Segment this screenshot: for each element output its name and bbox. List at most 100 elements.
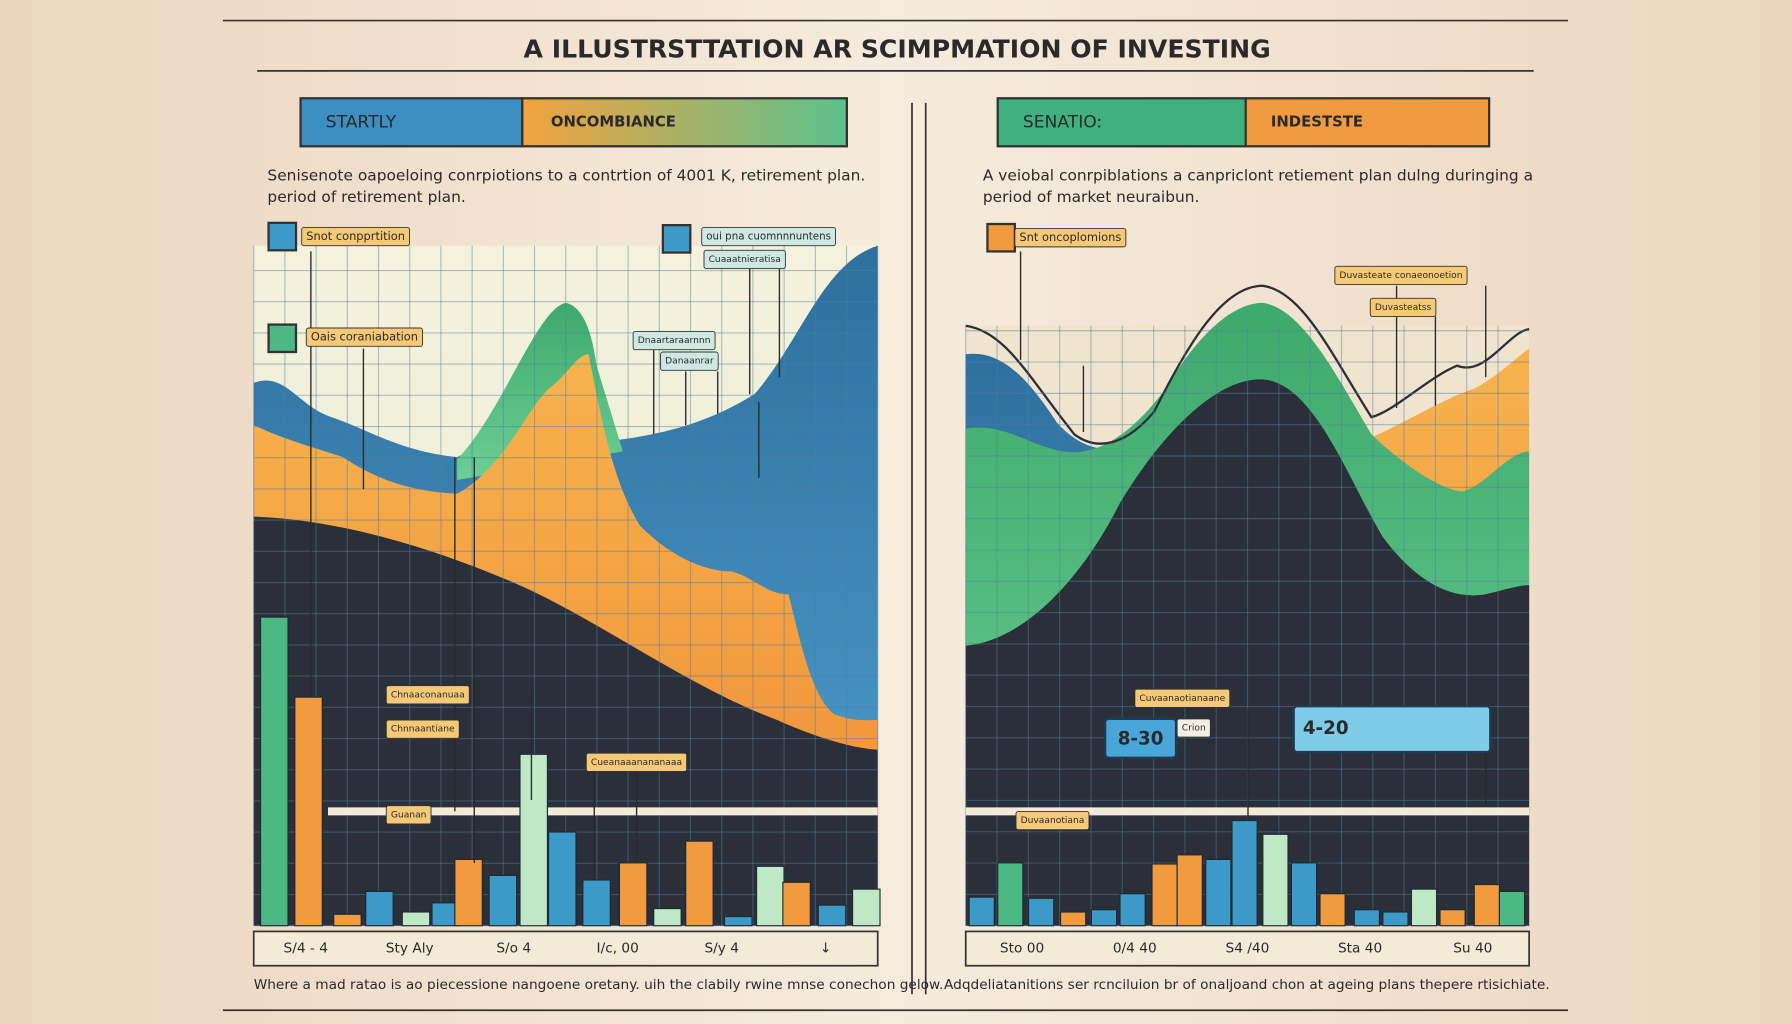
bar — [755, 865, 785, 927]
bar — [618, 862, 648, 927]
description: period of retirement plan. — [267, 188, 465, 206]
label: oui pna cuomnnnuntens — [706, 231, 831, 243]
label-box — [1369, 297, 1437, 318]
dark-area — [965, 379, 1530, 926]
bar — [1028, 897, 1055, 927]
bar — [1473, 884, 1500, 927]
label: Crion — [1182, 724, 1206, 734]
label-box — [703, 249, 786, 270]
label-box — [305, 327, 423, 347]
axis-strip — [252, 930, 879, 967]
bar — [488, 874, 518, 927]
bar — [260, 616, 289, 927]
grid — [253, 245, 879, 927]
bar — [968, 896, 995, 927]
label: Snot conpprtition — [306, 229, 405, 243]
tab — [521, 97, 848, 148]
label-box — [385, 719, 460, 739]
bar — [1353, 909, 1380, 927]
description: period of market neuraibun. — [983, 188, 1200, 206]
tab-label: SENATIO: — [1023, 112, 1102, 132]
label: Chnnaantiane — [391, 725, 455, 735]
axis-label: S/o 4 — [496, 941, 531, 957]
bar — [1410, 888, 1438, 927]
outline — [965, 284, 1530, 445]
axis-label: Sty Aly — [386, 941, 434, 957]
axis-label: ↓ — [820, 941, 831, 957]
bar — [1319, 893, 1346, 927]
axis-label: Su 40 — [1453, 941, 1492, 957]
label-box — [701, 226, 836, 247]
bar — [1060, 911, 1087, 927]
label-box — [385, 685, 470, 705]
bar — [653, 908, 682, 927]
description: Senisenote oapoeloing conrpiotions to a … — [267, 167, 865, 185]
leader-lines — [310, 251, 1487, 878]
bar — [1205, 858, 1232, 927]
label-box — [385, 805, 432, 825]
label-box — [660, 351, 719, 371]
bar — [685, 840, 714, 927]
label-box — [301, 226, 411, 247]
label-box — [1176, 718, 1211, 738]
bar — [1151, 863, 1178, 927]
label: Cueanaaanananaaa — [591, 758, 682, 768]
bar — [1290, 862, 1318, 927]
label-box — [1015, 810, 1090, 831]
tab-label: ONCOMBIANCE — [551, 112, 676, 130]
marker — [267, 323, 298, 354]
bar — [294, 696, 323, 927]
left-chart — [252, 245, 881, 967]
bar — [519, 753, 548, 927]
bar — [851, 888, 881, 927]
axis-label: I/c, 00 — [597, 941, 639, 957]
axis-label: Sta 40 — [1338, 941, 1382, 957]
label: Danaanrar — [665, 357, 714, 367]
label: Snt oncoplomions — [1019, 230, 1121, 244]
bar — [454, 858, 483, 927]
label: Duvaanotiana — [1021, 816, 1085, 826]
description: A veiobal conrpiblations a canpriclont r… — [983, 167, 1533, 185]
bar — [723, 916, 753, 927]
tab — [1244, 97, 1491, 148]
label-box — [585, 752, 688, 772]
title: A ILLUSTRSTTATION AR SCIMPMATION OF INVE… — [524, 34, 1271, 63]
label-box — [632, 330, 716, 351]
axis-label: S/4 - 4 — [284, 941, 328, 957]
tab-label: STARTLY — [326, 112, 397, 132]
bar — [333, 913, 362, 927]
label: Guanan — [391, 810, 427, 820]
badge — [1292, 705, 1492, 754]
bar — [1498, 890, 1526, 927]
bar — [1439, 909, 1466, 927]
bar — [582, 879, 611, 927]
bar — [817, 904, 847, 927]
badge-label: 4-20 — [1303, 718, 1349, 739]
label-box — [1134, 688, 1231, 708]
bar — [1382, 911, 1409, 927]
bar — [782, 881, 811, 927]
label: Duvasteate conaeonoetion — [1339, 271, 1462, 281]
badge — [1103, 717, 1178, 759]
marker — [661, 223, 692, 254]
label: Cuvaanaotianaane — [1139, 694, 1225, 704]
label: Chnaaconanuaa — [391, 690, 465, 700]
labels: Snot conpprtition oui pna cuomnnnuntens Cu… — [301, 226, 1468, 831]
bar — [997, 862, 1024, 927]
axis-label: 0/4 40 — [1113, 941, 1157, 957]
label: Dnaartaraarnnn — [638, 336, 711, 346]
axis-label: S4 /40 — [1226, 941, 1270, 957]
right-chart — [964, 284, 1530, 967]
badge-label: 8-30 — [1118, 728, 1164, 749]
marker — [267, 221, 298, 252]
marker — [986, 222, 1016, 253]
footer: Where a mad ratao is ao piecessione nang… — [254, 977, 944, 993]
label-box — [1014, 228, 1127, 248]
bar — [365, 890, 394, 927]
bar — [1176, 854, 1203, 927]
bars — [968, 820, 1526, 927]
tab — [299, 97, 524, 148]
label-box — [1334, 265, 1468, 286]
label: Cuaaatnieratisa — [709, 255, 781, 265]
